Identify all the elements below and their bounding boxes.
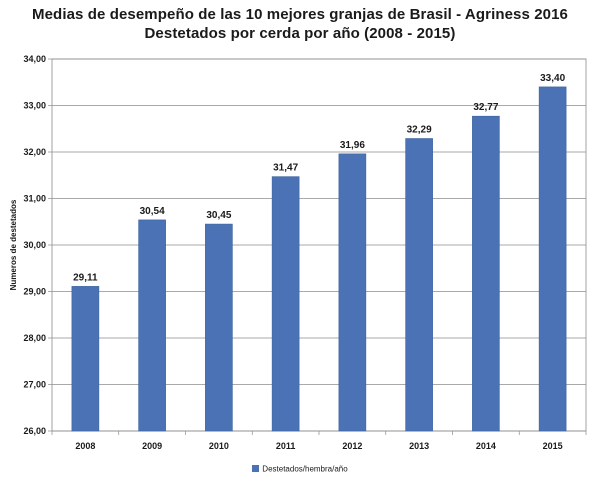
y-tick-label: 33,00 xyxy=(23,101,46,111)
bar xyxy=(405,138,433,432)
legend: Destetados/hembra/año xyxy=(0,464,600,473)
data-label: 32,77 xyxy=(473,102,498,113)
x-tick-label: 2013 xyxy=(409,441,429,451)
data-label: 31,96 xyxy=(340,140,365,151)
y-axis-label: Numeros de destetados xyxy=(9,199,18,290)
y-tick-label: 34,00 xyxy=(23,54,46,64)
bar xyxy=(338,153,367,432)
legend-swatch xyxy=(252,465,260,473)
y-tick-label: 30,00 xyxy=(23,240,46,250)
data-label: 33,40 xyxy=(540,73,565,84)
x-tick-label: 2009 xyxy=(142,441,162,451)
chart-subtitle: Destetados por cerda por año (2008 - 201… xyxy=(144,25,456,42)
bar xyxy=(205,223,233,432)
y-tick-label: 27,00 xyxy=(23,380,46,390)
data-label: 31,47 xyxy=(273,163,298,174)
x-tick-label: 2010 xyxy=(209,441,229,451)
x-tick-label: 2015 xyxy=(543,441,563,451)
data-label: 29,11 xyxy=(73,272,98,283)
y-tick-label: 29,00 xyxy=(23,287,46,297)
data-label: 32,29 xyxy=(407,125,432,136)
bar xyxy=(71,286,100,432)
bar xyxy=(472,115,500,432)
x-tick-label: 2012 xyxy=(342,441,362,451)
y-tick-label: 26,00 xyxy=(23,426,46,436)
x-tick-label: 2014 xyxy=(476,441,496,451)
x-tick-label: 2008 xyxy=(75,441,95,451)
data-label: 30,54 xyxy=(140,206,165,217)
y-tick-label: 31,00 xyxy=(23,194,46,204)
y-tick-label: 32,00 xyxy=(23,147,46,157)
data-label: 30,45 xyxy=(206,210,231,221)
y-tick-label: 28,00 xyxy=(23,333,46,343)
chart-title: Medias de desempeño de las 10 mejores gr… xyxy=(32,6,568,23)
bar xyxy=(271,176,300,432)
legend-label: Destetados/hembra/año xyxy=(262,464,348,474)
bar xyxy=(538,86,567,432)
bar xyxy=(138,219,166,432)
x-tick-label: 2011 xyxy=(276,441,296,451)
